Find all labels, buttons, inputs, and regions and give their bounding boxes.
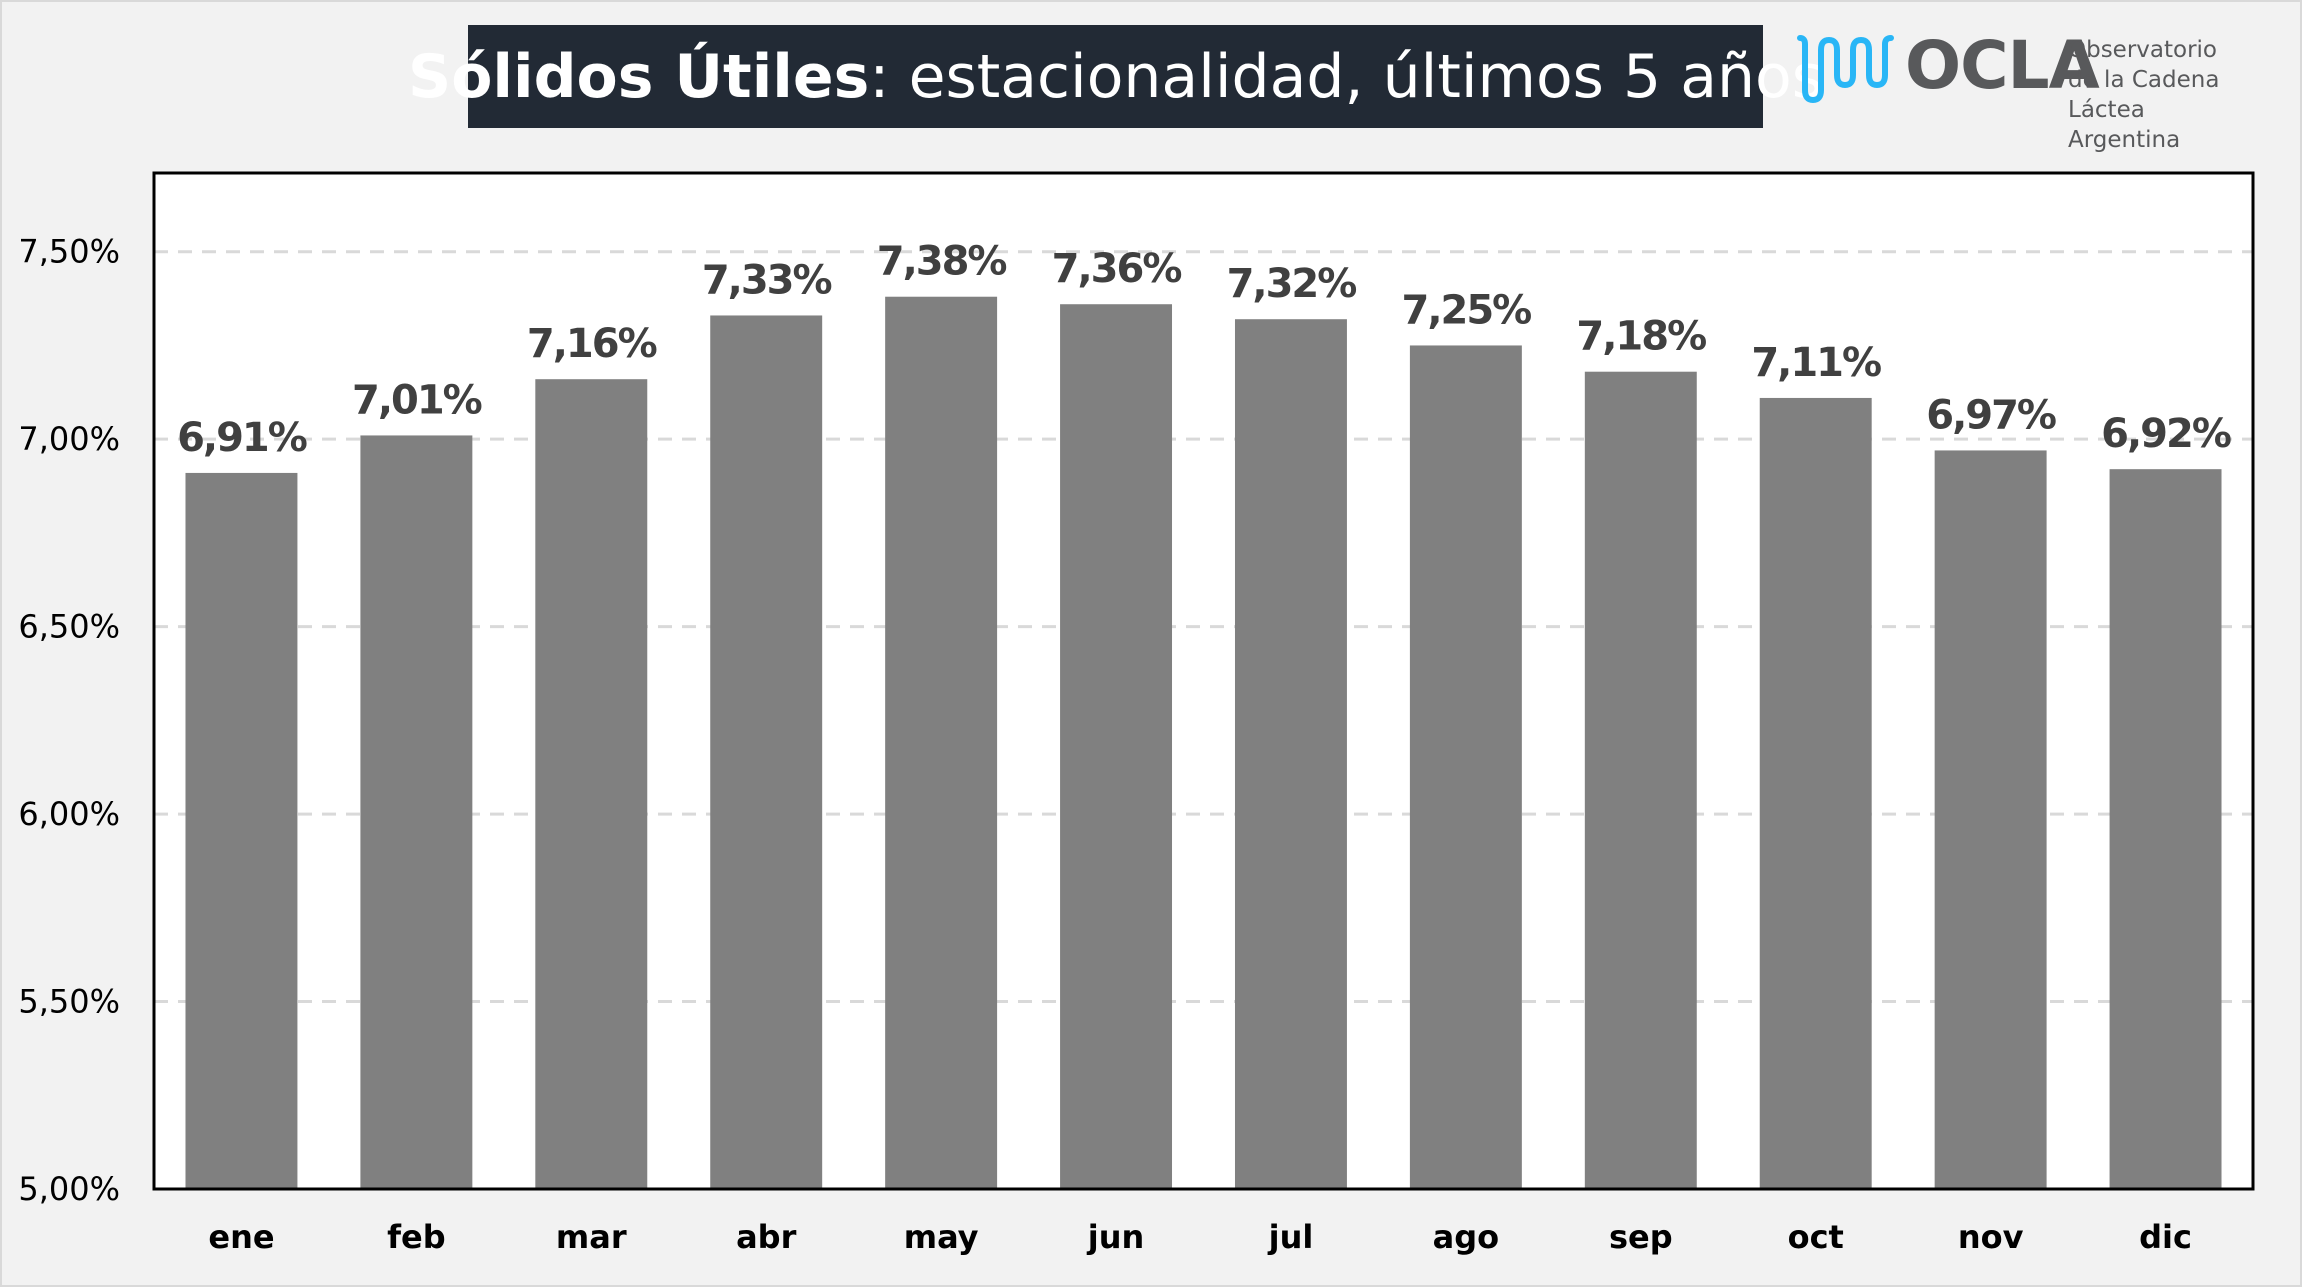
logo-line2: de la Cadena Láctea: [2068, 67, 2220, 123]
y-tick-label: 5,00%: [18, 1170, 120, 1208]
x-tick-label: jul: [1267, 1218, 1314, 1256]
x-tick-label: may: [904, 1218, 979, 1256]
logo-line3: Argentina: [2068, 127, 2181, 153]
data-label: 6,97%: [1926, 392, 2056, 438]
data-label: 7,36%: [1052, 246, 1182, 292]
data-label: 7,32%: [1227, 261, 1357, 307]
y-tick-label: 6,00%: [18, 795, 120, 833]
data-label: 7,11%: [1751, 340, 1881, 386]
bar-abr: [710, 315, 823, 1189]
logo-name: OCLA: [1905, 27, 2100, 104]
x-tick-label: ene: [208, 1218, 274, 1256]
data-label: 6,92%: [2101, 411, 2231, 457]
data-label: 7,16%: [527, 321, 657, 367]
bar-ene: [185, 472, 298, 1189]
bar-ago: [1409, 345, 1522, 1190]
x-tick-label: sep: [1609, 1218, 1673, 1256]
data-label: 7,38%: [877, 239, 1007, 285]
data-label: 7,01%: [352, 377, 482, 423]
x-tick-label: dic: [2139, 1218, 2192, 1256]
logo-subtitle: Observatorio de la Cadena Láctea Argenti…: [2068, 35, 2295, 155]
logo-line1: Observatorio: [2068, 37, 2218, 63]
ocla-logo: OCLA Observatorio de la Cadena Láctea Ar…: [1795, 25, 2295, 153]
bar-may: [885, 296, 998, 1189]
data-label: 7,33%: [702, 257, 832, 303]
bar-feb: [360, 435, 473, 1189]
y-tick-label: 6,50%: [18, 608, 120, 646]
y-tick-label: 7,00%: [18, 420, 120, 458]
y-tick-label: 5,50%: [18, 983, 120, 1021]
bar-mar: [535, 379, 648, 1190]
plot-area: [154, 173, 2253, 1189]
bar-jul: [1234, 319, 1347, 1190]
x-tick-label: ago: [1433, 1218, 1499, 1256]
x-tick-label: feb: [387, 1218, 446, 1256]
bar-oct: [1759, 397, 1872, 1189]
milk-wave-icon: [1797, 35, 1894, 104]
x-tick-label: abr: [736, 1218, 797, 1256]
data-label: 7,18%: [1576, 314, 1706, 360]
bar-dic: [2109, 469, 2222, 1189]
title-rest: : estacionalidad, últimos 5 años: [869, 41, 1824, 112]
y-tick-label: 7,50%: [18, 233, 120, 271]
x-tick-label: jun: [1086, 1218, 1145, 1256]
x-tick-label: oct: [1788, 1218, 1844, 1256]
bar-nov: [1934, 450, 2047, 1189]
bar-sep: [1584, 371, 1697, 1189]
data-label: 6,91%: [177, 415, 307, 461]
data-label: 7,25%: [1401, 287, 1531, 333]
title-bold: Sólidos Útiles: [408, 41, 870, 112]
x-tick-label: nov: [1958, 1218, 2024, 1256]
chart-title: Sólidos Útiles: estacionalidad, últimos …: [408, 25, 1823, 128]
x-tick-label: mar: [556, 1218, 627, 1256]
bar-jun: [1060, 304, 1173, 1189]
plot-border: [152, 171, 2255, 1191]
